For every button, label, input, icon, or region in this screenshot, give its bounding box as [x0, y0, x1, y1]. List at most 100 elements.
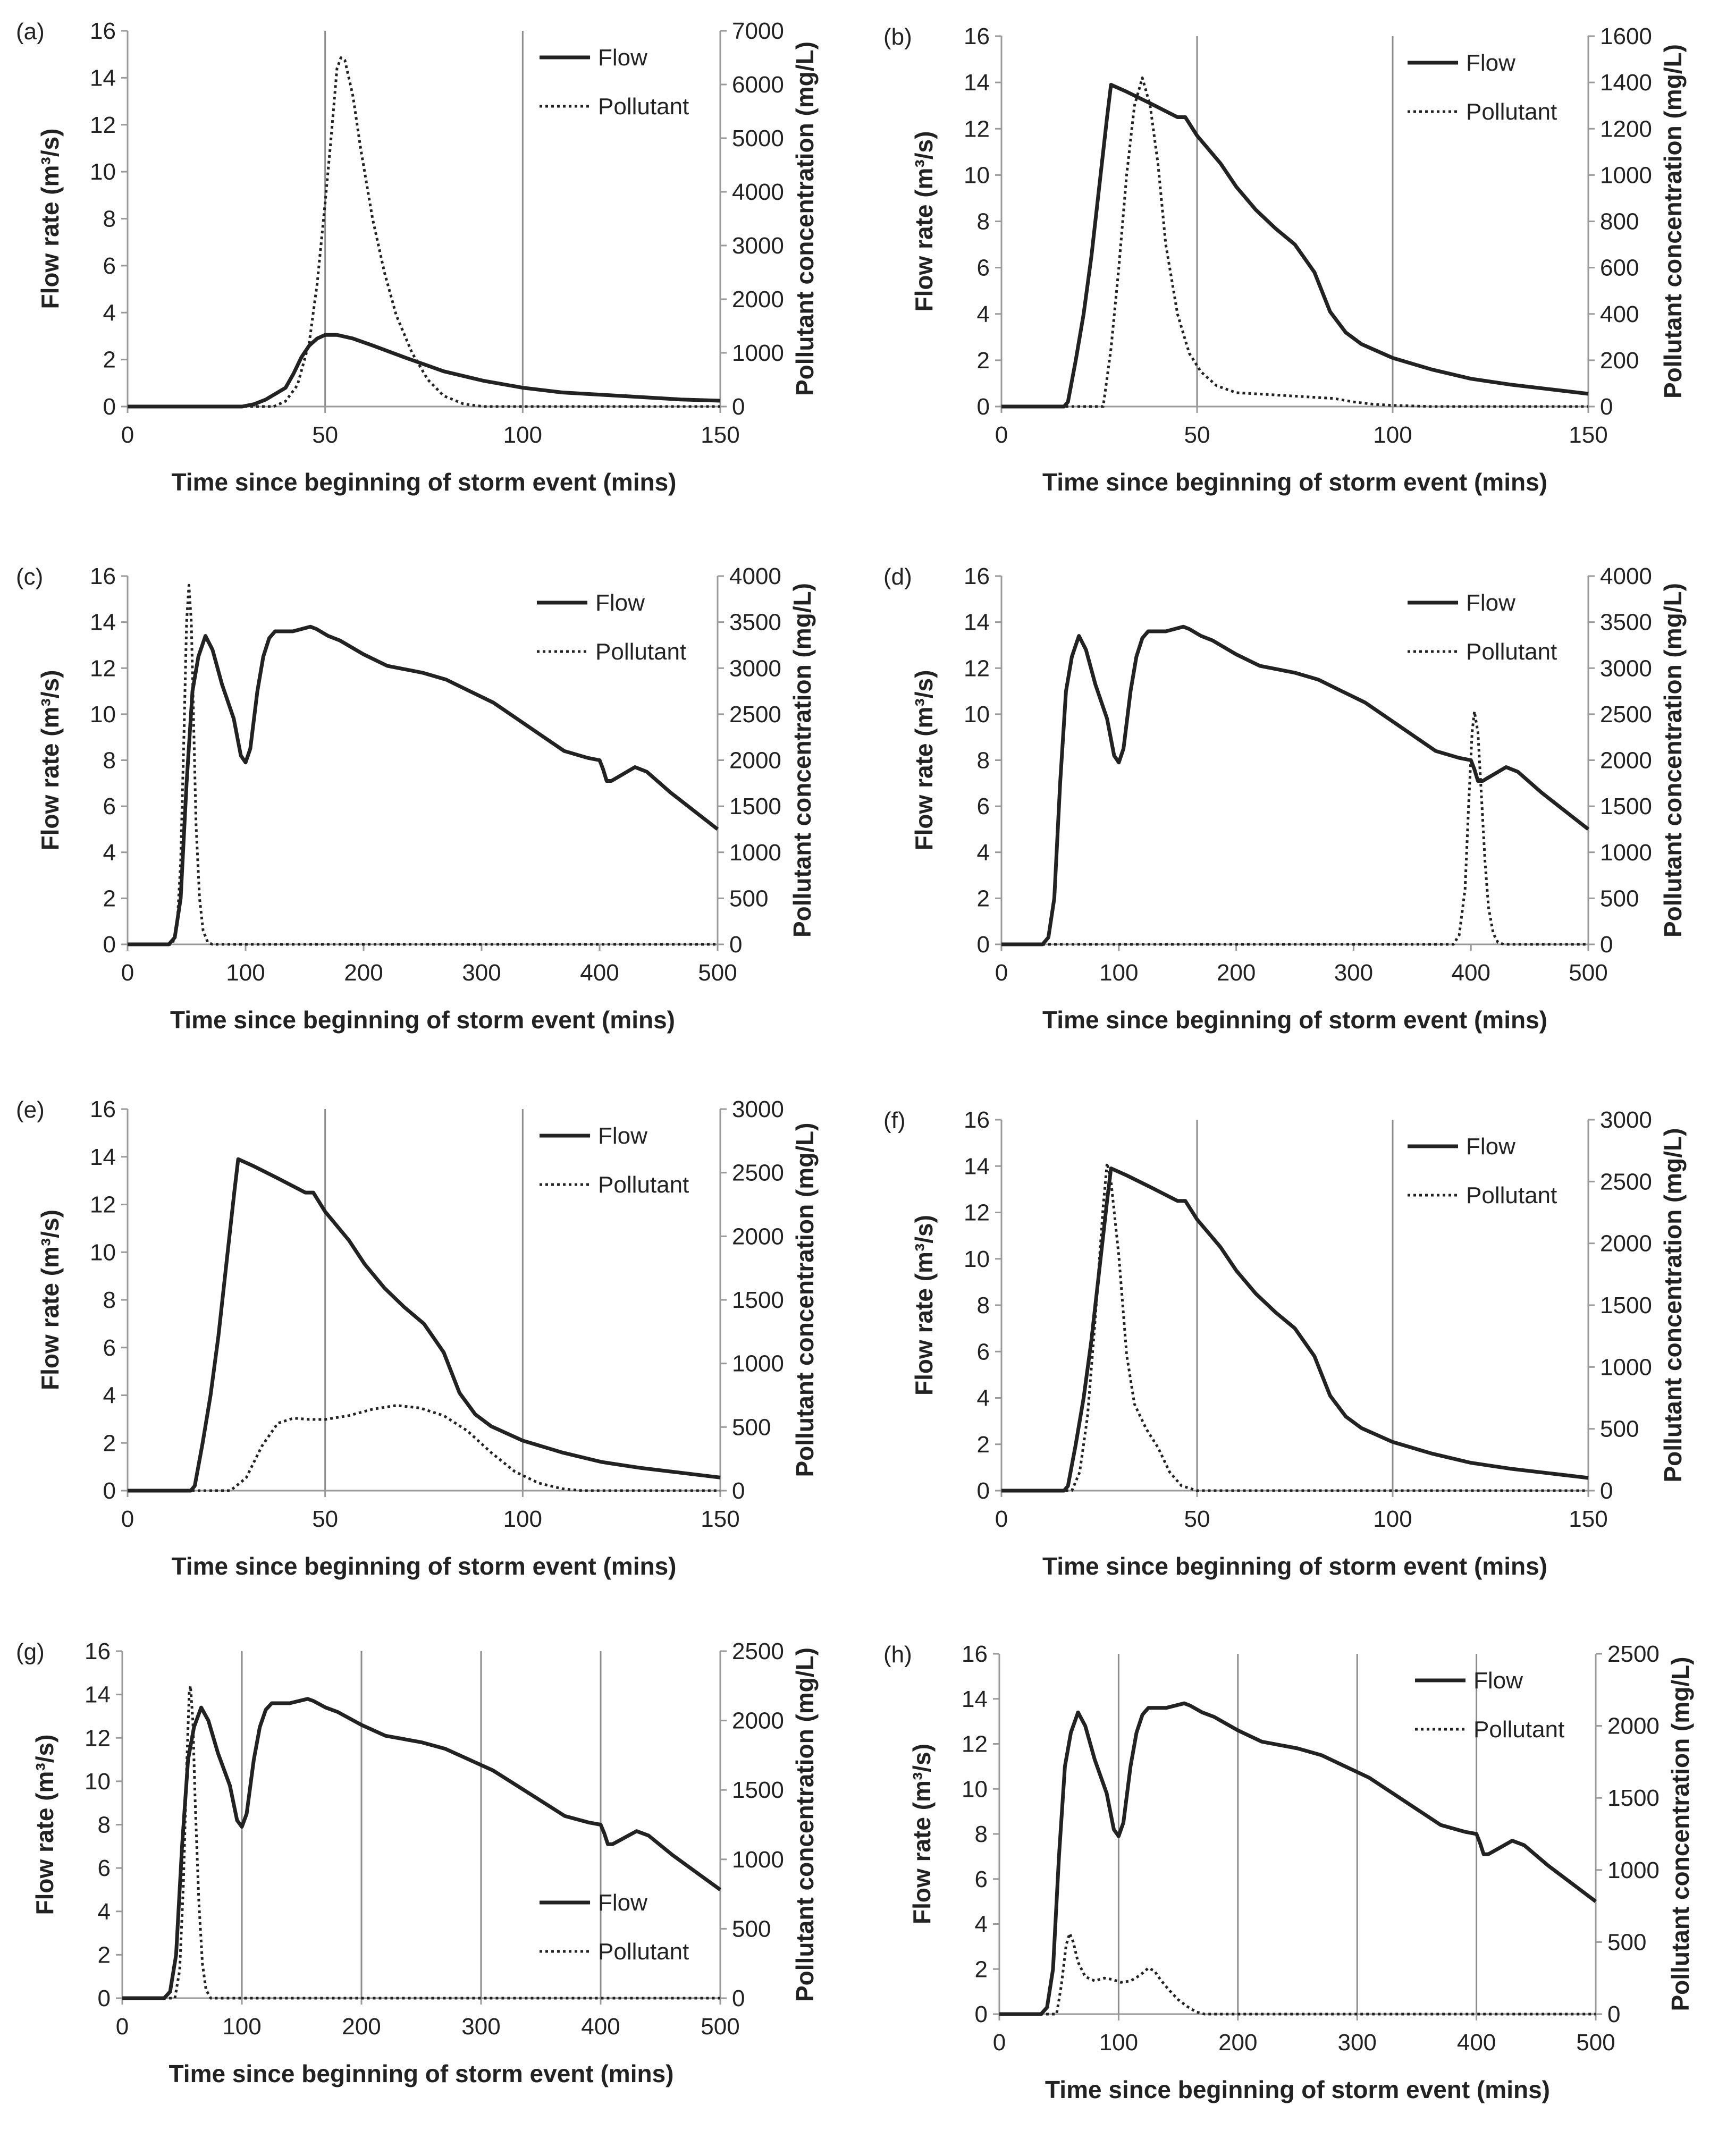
y2-tick-label: 1000 [1600, 840, 1652, 866]
y-axis-title: Flow rate (m³/s) [910, 131, 938, 312]
y-tick-label: 14 [964, 610, 990, 636]
y-tick-label: 12 [964, 1200, 990, 1226]
y2-tick-label: 500 [1607, 1929, 1646, 1955]
y-axis-title: Flow rate (m³/s) [908, 1744, 936, 1924]
y-axis-title: Flow rate (m³/s) [31, 1735, 58, 1915]
legend-pollutant-label: Pollutant [598, 1172, 689, 1198]
panel-label: (a) [16, 19, 45, 45]
y2-tick-label: 2500 [732, 1638, 784, 1664]
y-tick-label: 14 [90, 65, 116, 91]
x-tick-label: 400 [581, 2014, 620, 2040]
y-tick-label: 10 [90, 1239, 116, 1265]
x-tick-label: 200 [342, 2014, 381, 2040]
y2-tick-label: 3000 [1600, 655, 1652, 681]
x-tick-label: 150 [701, 422, 739, 448]
flow-series-line [1001, 1166, 1589, 1493]
y-tick-label: 6 [977, 1339, 990, 1365]
panel-label: (h) [883, 1642, 912, 1668]
y2-tick-label: 1500 [1600, 1292, 1652, 1318]
y-tick-label: 12 [964, 655, 990, 681]
legend-pollutant-label: Pollutant [595, 639, 686, 665]
y-tick-label: 12 [964, 116, 990, 142]
y-tick-label: 2 [975, 1956, 988, 1982]
y2-axis-title: Pollutant concentration (mg/L) [1666, 1657, 1694, 2011]
y-tick-label: 16 [90, 1096, 116, 1122]
y-tick-label: 2 [977, 885, 990, 911]
y2-tick-label: 1000 [732, 1351, 784, 1377]
x-tick-label: 100 [503, 1506, 542, 1532]
y2-tick-label: 1500 [1600, 793, 1652, 819]
x-axis-title: Time since beginning of storm event (min… [169, 2060, 674, 2087]
y-tick-label: 0 [977, 394, 990, 420]
y2-tick-label: 2500 [1600, 701, 1652, 728]
y2-tick-label: 1000 [1607, 1857, 1660, 1883]
y-tick-label: 10 [964, 162, 990, 188]
y-tick-label: 14 [964, 70, 990, 96]
y2-tick-label: 1000 [732, 340, 784, 366]
y-tick-label: 6 [103, 1335, 116, 1361]
y2-tick-label: 0 [732, 394, 745, 420]
legend-flow-label: Flow [598, 1890, 647, 1916]
legend-flow-label: Flow [1466, 590, 1515, 616]
x-tick-label: 0 [121, 1506, 134, 1532]
panel-label: (g) [16, 1639, 45, 1665]
legend-pollutant-label: Pollutant [1473, 1717, 1564, 1743]
y-tick-label: 2 [103, 885, 116, 911]
x-tick-label: 0 [116, 2014, 129, 2040]
panel-label: (d) [883, 564, 912, 590]
y2-tick-label: 3000 [732, 233, 784, 259]
x-tick-label: 100 [222, 2014, 261, 2040]
y-tick-label: 12 [90, 655, 116, 681]
y-tick-label: 0 [98, 1985, 111, 2011]
legend-flow-label: Flow [1466, 50, 1515, 76]
y-tick-label: 4 [977, 840, 990, 866]
y2-tick-label: 1400 [1600, 70, 1652, 96]
x-tick-label: 50 [312, 422, 338, 448]
flow-series-line [128, 333, 721, 409]
pollutant-series-line [128, 56, 720, 408]
x-tick-label: 200 [1218, 2030, 1257, 2056]
legend-pollutant-label: Pollutant [598, 94, 689, 120]
y2-tick-label: 4000 [1600, 563, 1652, 589]
y2-tick-label: 1200 [1600, 116, 1652, 142]
y2-tick-label: 7000 [732, 18, 784, 44]
y2-tick-label: 1600 [1600, 23, 1652, 49]
legend-flow-label: Flow [1473, 1668, 1523, 1694]
x-tick-label: 100 [1099, 2030, 1138, 2056]
y2-tick-label: 2000 [1600, 748, 1652, 774]
y2-tick-label: 0 [729, 932, 742, 958]
y2-tick-label: 2000 [1600, 1231, 1652, 1257]
y2-tick-label: 0 [1607, 2001, 1620, 2027]
pollutant-series-line [122, 1684, 720, 2000]
y2-tick-label: 1500 [1607, 1785, 1660, 1811]
legend-pollutant-label: Pollutant [598, 1939, 689, 1965]
x-tick-label: 0 [995, 422, 1008, 448]
flow-series-line [122, 1697, 722, 2000]
pollutant-series-line [128, 1404, 720, 1492]
y2-axis-title: Pollutant concentration (mg/L) [791, 41, 819, 396]
chart-panel-8: (h) 0 2 4 6 8 10 12 14 16 0 500 1000 1500 2000 2500 0 100… [883, 1641, 1694, 2103]
y-tick-label: 4 [98, 1899, 111, 1925]
x-tick-label: 300 [462, 960, 501, 986]
y2-tick-label: 1000 [1600, 162, 1652, 188]
y-tick-label: 14 [964, 1153, 990, 1179]
y-tick-label: 16 [90, 563, 116, 589]
flow-series-line [1001, 624, 1590, 946]
y2-tick-label: 0 [1600, 932, 1613, 958]
y-tick-label: 6 [103, 793, 116, 819]
chart-panel-3: (c)0246810121416050010001500200025003000… [16, 563, 816, 1034]
panel-label: (c) [16, 564, 43, 590]
x-axis-title: Time since beginning of storm event (min… [172, 468, 677, 496]
x-tick-label: 100 [1373, 422, 1412, 448]
y2-tick-label: 6000 [732, 72, 784, 98]
flow-series-line [999, 1701, 1597, 2016]
y-tick-label: 2 [103, 347, 116, 373]
y-tick-label: 2 [98, 1942, 111, 1968]
y-tick-label: 4 [977, 301, 990, 327]
x-tick-label: 300 [1337, 2030, 1376, 2056]
y2-tick-label: 2000 [732, 286, 784, 312]
chart-panel-6: (f)0246810121416050010001500200025003000… [883, 1107, 1687, 1580]
flow-series-line [1001, 83, 1589, 409]
pollutant-series-line [1001, 76, 1588, 408]
y2-tick-label: 2500 [1600, 1169, 1652, 1195]
